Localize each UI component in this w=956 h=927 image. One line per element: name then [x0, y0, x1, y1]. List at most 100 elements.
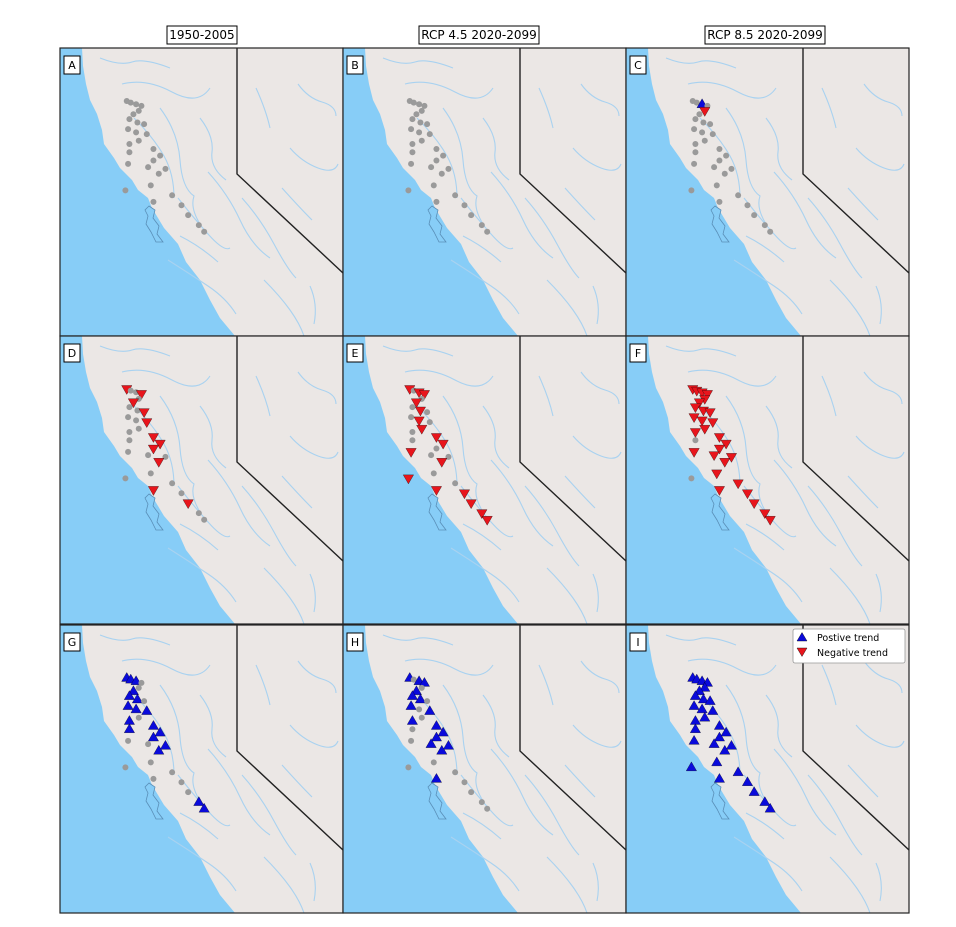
positive-trend-marker: [436, 744, 448, 755]
negative-trend-marker: [688, 448, 700, 458]
map-panel-f: F: [625, 335, 910, 625]
positive-trend-marker: [696, 703, 708, 714]
negative-trend-marker: [465, 499, 477, 509]
positive-trend-marker: [130, 703, 142, 714]
negative-trend-marker: [688, 413, 700, 423]
station-marker: [721, 170, 728, 177]
station-marker: [418, 684, 425, 691]
positive-trend-marker: [685, 761, 697, 771]
legend-positive-marker: [796, 632, 808, 642]
station-marker: [409, 141, 416, 147]
positive-trend-marker: [414, 693, 426, 704]
positive-trend-marker: [748, 786, 760, 796]
station-marker: [693, 99, 700, 106]
station-marker: [418, 137, 425, 144]
positive-trend-marker: [141, 705, 153, 715]
negative-trend-marker: [147, 433, 159, 443]
negative-trend-marker: [759, 509, 771, 519]
station-marker: [409, 116, 416, 123]
negative-trend-marker: [430, 433, 442, 443]
station-marker: [484, 228, 491, 235]
station-marker: [135, 714, 142, 721]
positive-trend-marker: [732, 766, 744, 776]
station-marker: [699, 129, 706, 136]
positive-trend-marker: [430, 773, 442, 783]
station-markers-a: [122, 97, 208, 235]
station-marker: [461, 779, 468, 786]
negative-trend-marker: [708, 451, 720, 461]
station-marker: [751, 212, 758, 219]
positive-trend-marker: [707, 705, 719, 715]
station-marker: [416, 101, 423, 108]
negative-trend-marker: [153, 458, 165, 468]
station-markers-c: [688, 97, 774, 235]
negative-trend-marker: [413, 416, 425, 427]
station-marker: [426, 131, 433, 138]
negative-trend-marker: [713, 433, 725, 443]
panel-letter-g: G: [68, 636, 77, 649]
station-markers-b: [405, 97, 491, 235]
station-marker: [707, 121, 714, 128]
station-marker: [135, 107, 142, 114]
column-title-3-text: RCP 8.5 2020-2099: [707, 28, 822, 42]
station-marker: [125, 160, 132, 167]
positive-trend-marker: [699, 711, 711, 722]
station-marker: [138, 679, 145, 686]
station-marker: [692, 437, 699, 444]
positive-trend-marker: [424, 705, 436, 715]
station-marker: [452, 769, 459, 776]
column-title-2-text: RCP 4.5 2020-2099: [421, 28, 536, 42]
negative-trend-marker: [713, 486, 725, 496]
negative-trend-marker: [481, 516, 493, 526]
positive-trend-marker: [410, 685, 422, 695]
station-marker: [461, 202, 468, 209]
negative-trend-marker: [732, 479, 744, 490]
station-marker: [122, 475, 129, 482]
station-marker: [413, 111, 420, 118]
positive-trend-marker: [430, 731, 442, 742]
map-panel-a: A: [59, 47, 344, 337]
station-marker: [162, 165, 169, 172]
column-title-1: 1950-2005: [166, 25, 238, 45]
station-marker: [143, 131, 150, 138]
station-marker: [405, 187, 412, 194]
positive-trend-marker: [742, 776, 753, 786]
positive-trend-marker: [759, 796, 771, 806]
station-marker: [761, 222, 768, 229]
station-marker: [723, 152, 730, 159]
station-marker: [201, 516, 208, 523]
station-marker: [418, 107, 425, 114]
station-marker: [409, 726, 416, 733]
station-marker: [688, 475, 695, 482]
station-marker: [126, 429, 133, 435]
positive-trend-marker: [720, 726, 732, 737]
station-marker: [141, 121, 148, 128]
negative-trend-marker: [154, 439, 166, 450]
station-marker: [405, 764, 412, 771]
station-marker: [709, 131, 716, 138]
negative-trend-marker: [693, 398, 705, 409]
station-marker: [147, 182, 154, 189]
station-marker: [125, 737, 132, 744]
column-title-1-text: 1950-2005: [169, 28, 234, 42]
station-marker: [430, 470, 437, 477]
station-marker: [409, 149, 416, 156]
negative-trend-marker: [476, 509, 488, 519]
station-marker: [169, 769, 176, 776]
positive-trend-marker: [430, 720, 442, 730]
station-marker: [716, 198, 723, 205]
positive-trend-marker: [719, 744, 731, 755]
map-panel-b: B: [342, 47, 627, 337]
positive-trend-marker: [689, 723, 701, 733]
positive-trend-marker: [713, 731, 725, 742]
negative-trend-marker: [704, 408, 716, 418]
legend-negative-marker: [796, 647, 808, 657]
station-marker: [130, 111, 137, 118]
positive-trend-marker: [711, 756, 723, 767]
map-panel-h: H: [342, 624, 627, 914]
legend-positive-label: Postive trend: [817, 633, 879, 644]
map-panel-i: I: [625, 624, 910, 914]
station-marker: [445, 165, 452, 172]
station-marker: [428, 164, 435, 171]
station-marker: [145, 741, 152, 748]
